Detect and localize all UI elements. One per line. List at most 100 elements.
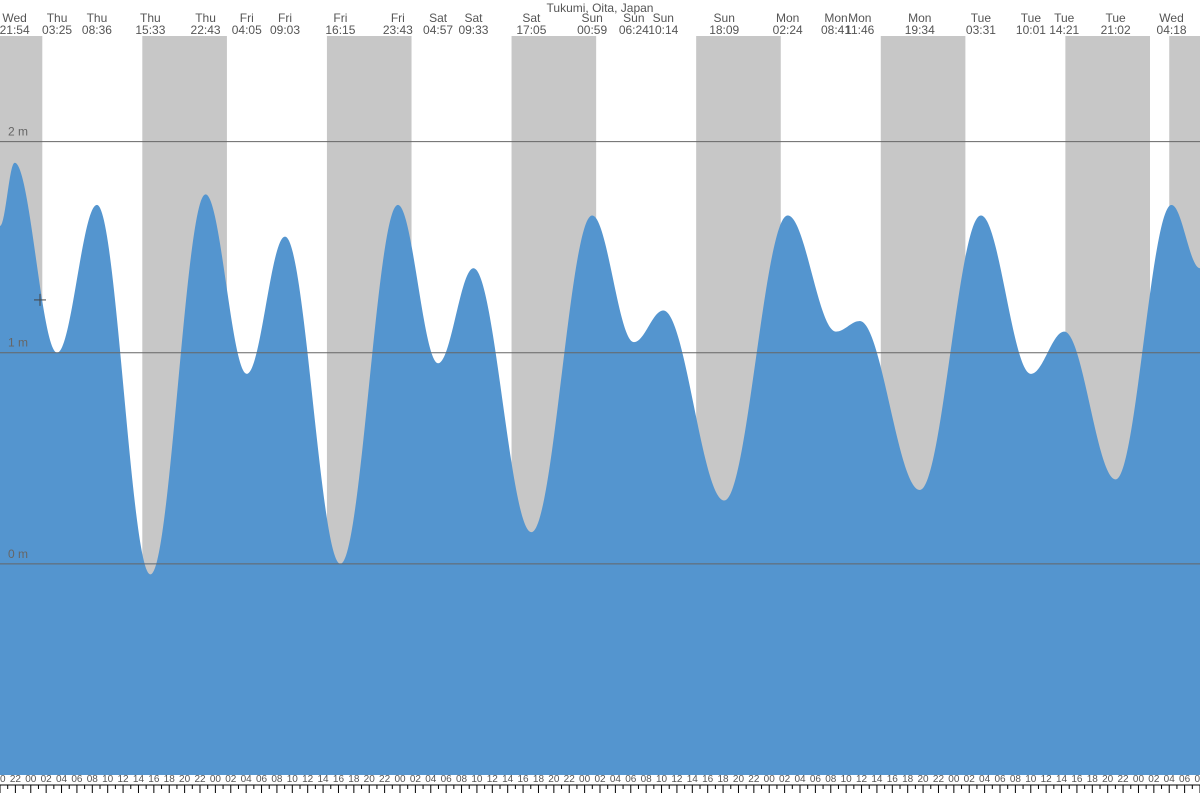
hour-tick-label: 00	[394, 774, 406, 785]
hour-tick-label: 02	[779, 774, 791, 785]
hour-tick-label: 22	[748, 774, 760, 785]
hour-tick-label: 02	[964, 774, 976, 785]
hour-tick-label: 20	[364, 774, 376, 785]
hour-tick-label: 04	[794, 774, 806, 785]
event-time-label: 23:43	[383, 23, 413, 37]
hour-tick-label: 10	[471, 774, 483, 785]
hour-tick-label: 22	[564, 774, 576, 785]
y-tick-label: 2 m	[8, 125, 28, 139]
event-time-label: 09:33	[458, 23, 488, 37]
hour-tick-label: 10	[841, 774, 853, 785]
hour-tick-label: 04	[425, 774, 437, 785]
event-time-label: 10:14	[648, 23, 678, 37]
hour-tick-label: 14	[871, 774, 883, 785]
hour-tick-label: 08	[87, 774, 99, 785]
hour-tick-label: 00	[210, 774, 222, 785]
event-time-label: 19:34	[905, 23, 935, 37]
hour-tick-label: 10	[1025, 774, 1037, 785]
hour-tick-label: 08	[1010, 774, 1022, 785]
event-time-label: 16:15	[325, 23, 355, 37]
hour-tick-label: 20	[733, 774, 745, 785]
hour-tick-label: 20	[1102, 774, 1114, 785]
hour-tick-label: 06	[1179, 774, 1191, 785]
tide-chart: 0 m1 m2 mTukumi, Oita, JapanWed21:54Thu0…	[0, 0, 1200, 800]
hour-tick-label: 14	[133, 774, 145, 785]
hour-tick-label: 12	[302, 774, 314, 785]
event-time-label: 08:36	[82, 23, 112, 37]
hour-tick-label: 04	[610, 774, 622, 785]
event-time-label: 04:18	[1157, 23, 1187, 37]
hour-tick-label: 00	[948, 774, 960, 785]
hour-tick-label: 04	[56, 774, 68, 785]
hour-tick-label: 08	[825, 774, 837, 785]
event-time-label: 14:21	[1049, 23, 1079, 37]
hour-tick-label: 12	[671, 774, 683, 785]
event-time-label: 04:05	[232, 23, 262, 37]
event-time-label: 09:03	[270, 23, 300, 37]
hour-tick-label: 18	[718, 774, 730, 785]
hour-tick-label: 12	[856, 774, 868, 785]
hour-tick-label: 02	[410, 774, 422, 785]
hour-tick-label: 04	[241, 774, 253, 785]
event-time-label: 03:31	[966, 23, 996, 37]
hour-tick-label: 14	[318, 774, 330, 785]
hour-tick-label: 06	[441, 774, 453, 785]
hour-tick-label: 16	[1071, 774, 1083, 785]
hour-tick-label: 14	[1056, 774, 1068, 785]
hour-tick-label: 16	[518, 774, 530, 785]
event-time-label: 18:09	[709, 23, 739, 37]
hour-tick-label: 22	[10, 774, 22, 785]
hour-tick-label: 20	[548, 774, 560, 785]
hour-tick-label: 18	[902, 774, 914, 785]
event-time-label: 02:24	[773, 23, 803, 37]
hour-tick-label: 12	[487, 774, 499, 785]
hour-tick-label: 20	[918, 774, 930, 785]
hour-tick-label: 06	[810, 774, 822, 785]
hour-tick-label: 00	[1133, 774, 1145, 785]
hour-tick-label: 22	[379, 774, 391, 785]
hour-tick-label: 10	[287, 774, 299, 785]
hour-tick-label: 10	[656, 774, 668, 785]
hour-tick-label: 16	[702, 774, 714, 785]
hour-tick-label: 16	[333, 774, 345, 785]
hour-tick-label: 10	[102, 774, 114, 785]
hour-tick-label: 06	[994, 774, 1006, 785]
hour-tick-label: 22	[933, 774, 945, 785]
hour-tick-label: 18	[164, 774, 176, 785]
hour-tick-label: 18	[1087, 774, 1099, 785]
hour-tick-label: 06	[71, 774, 83, 785]
event-time-label: 06:24	[619, 23, 649, 37]
hour-tick-label: 08	[641, 774, 653, 785]
hour-tick-label: 00	[579, 774, 591, 785]
event-time-label: 17:05	[516, 23, 546, 37]
y-tick-label: 0 m	[8, 547, 28, 561]
event-time-label: 00:59	[577, 23, 607, 37]
hour-tick-label: 12	[118, 774, 130, 785]
hour-tick-label: 20	[179, 774, 191, 785]
hour-tick-label: 08	[271, 774, 283, 785]
hour-tick-label: 06	[625, 774, 637, 785]
hour-tick-label: 14	[502, 774, 514, 785]
y-tick-label: 1 m	[8, 336, 28, 350]
hour-tick-label: 20	[0, 774, 6, 785]
hour-tick-label: 04	[1164, 774, 1176, 785]
hour-tick-label: 18	[533, 774, 545, 785]
hour-tick-label: 08	[456, 774, 468, 785]
hour-tick-label: 02	[41, 774, 53, 785]
hour-tick-label: 00	[764, 774, 776, 785]
event-time-label: 22:43	[191, 23, 221, 37]
hour-tick-label: 22	[194, 774, 206, 785]
hour-tick-label: 04	[979, 774, 991, 785]
event-time-label: 04:57	[423, 23, 453, 37]
event-time-label: 21:02	[1101, 23, 1131, 37]
hour-tick-label: 02	[594, 774, 606, 785]
event-time-label: 03:25	[42, 23, 72, 37]
event-time-label: 15:33	[135, 23, 165, 37]
hour-tick-label: 16	[887, 774, 899, 785]
hour-tick-label: 22	[1118, 774, 1130, 785]
hour-tick-label: 02	[1148, 774, 1160, 785]
event-time-label: 10:01	[1016, 23, 1046, 37]
hour-tick-label: 14	[687, 774, 699, 785]
hour-tick-label: 08	[1194, 774, 1200, 785]
hour-tick-label: 16	[148, 774, 160, 785]
